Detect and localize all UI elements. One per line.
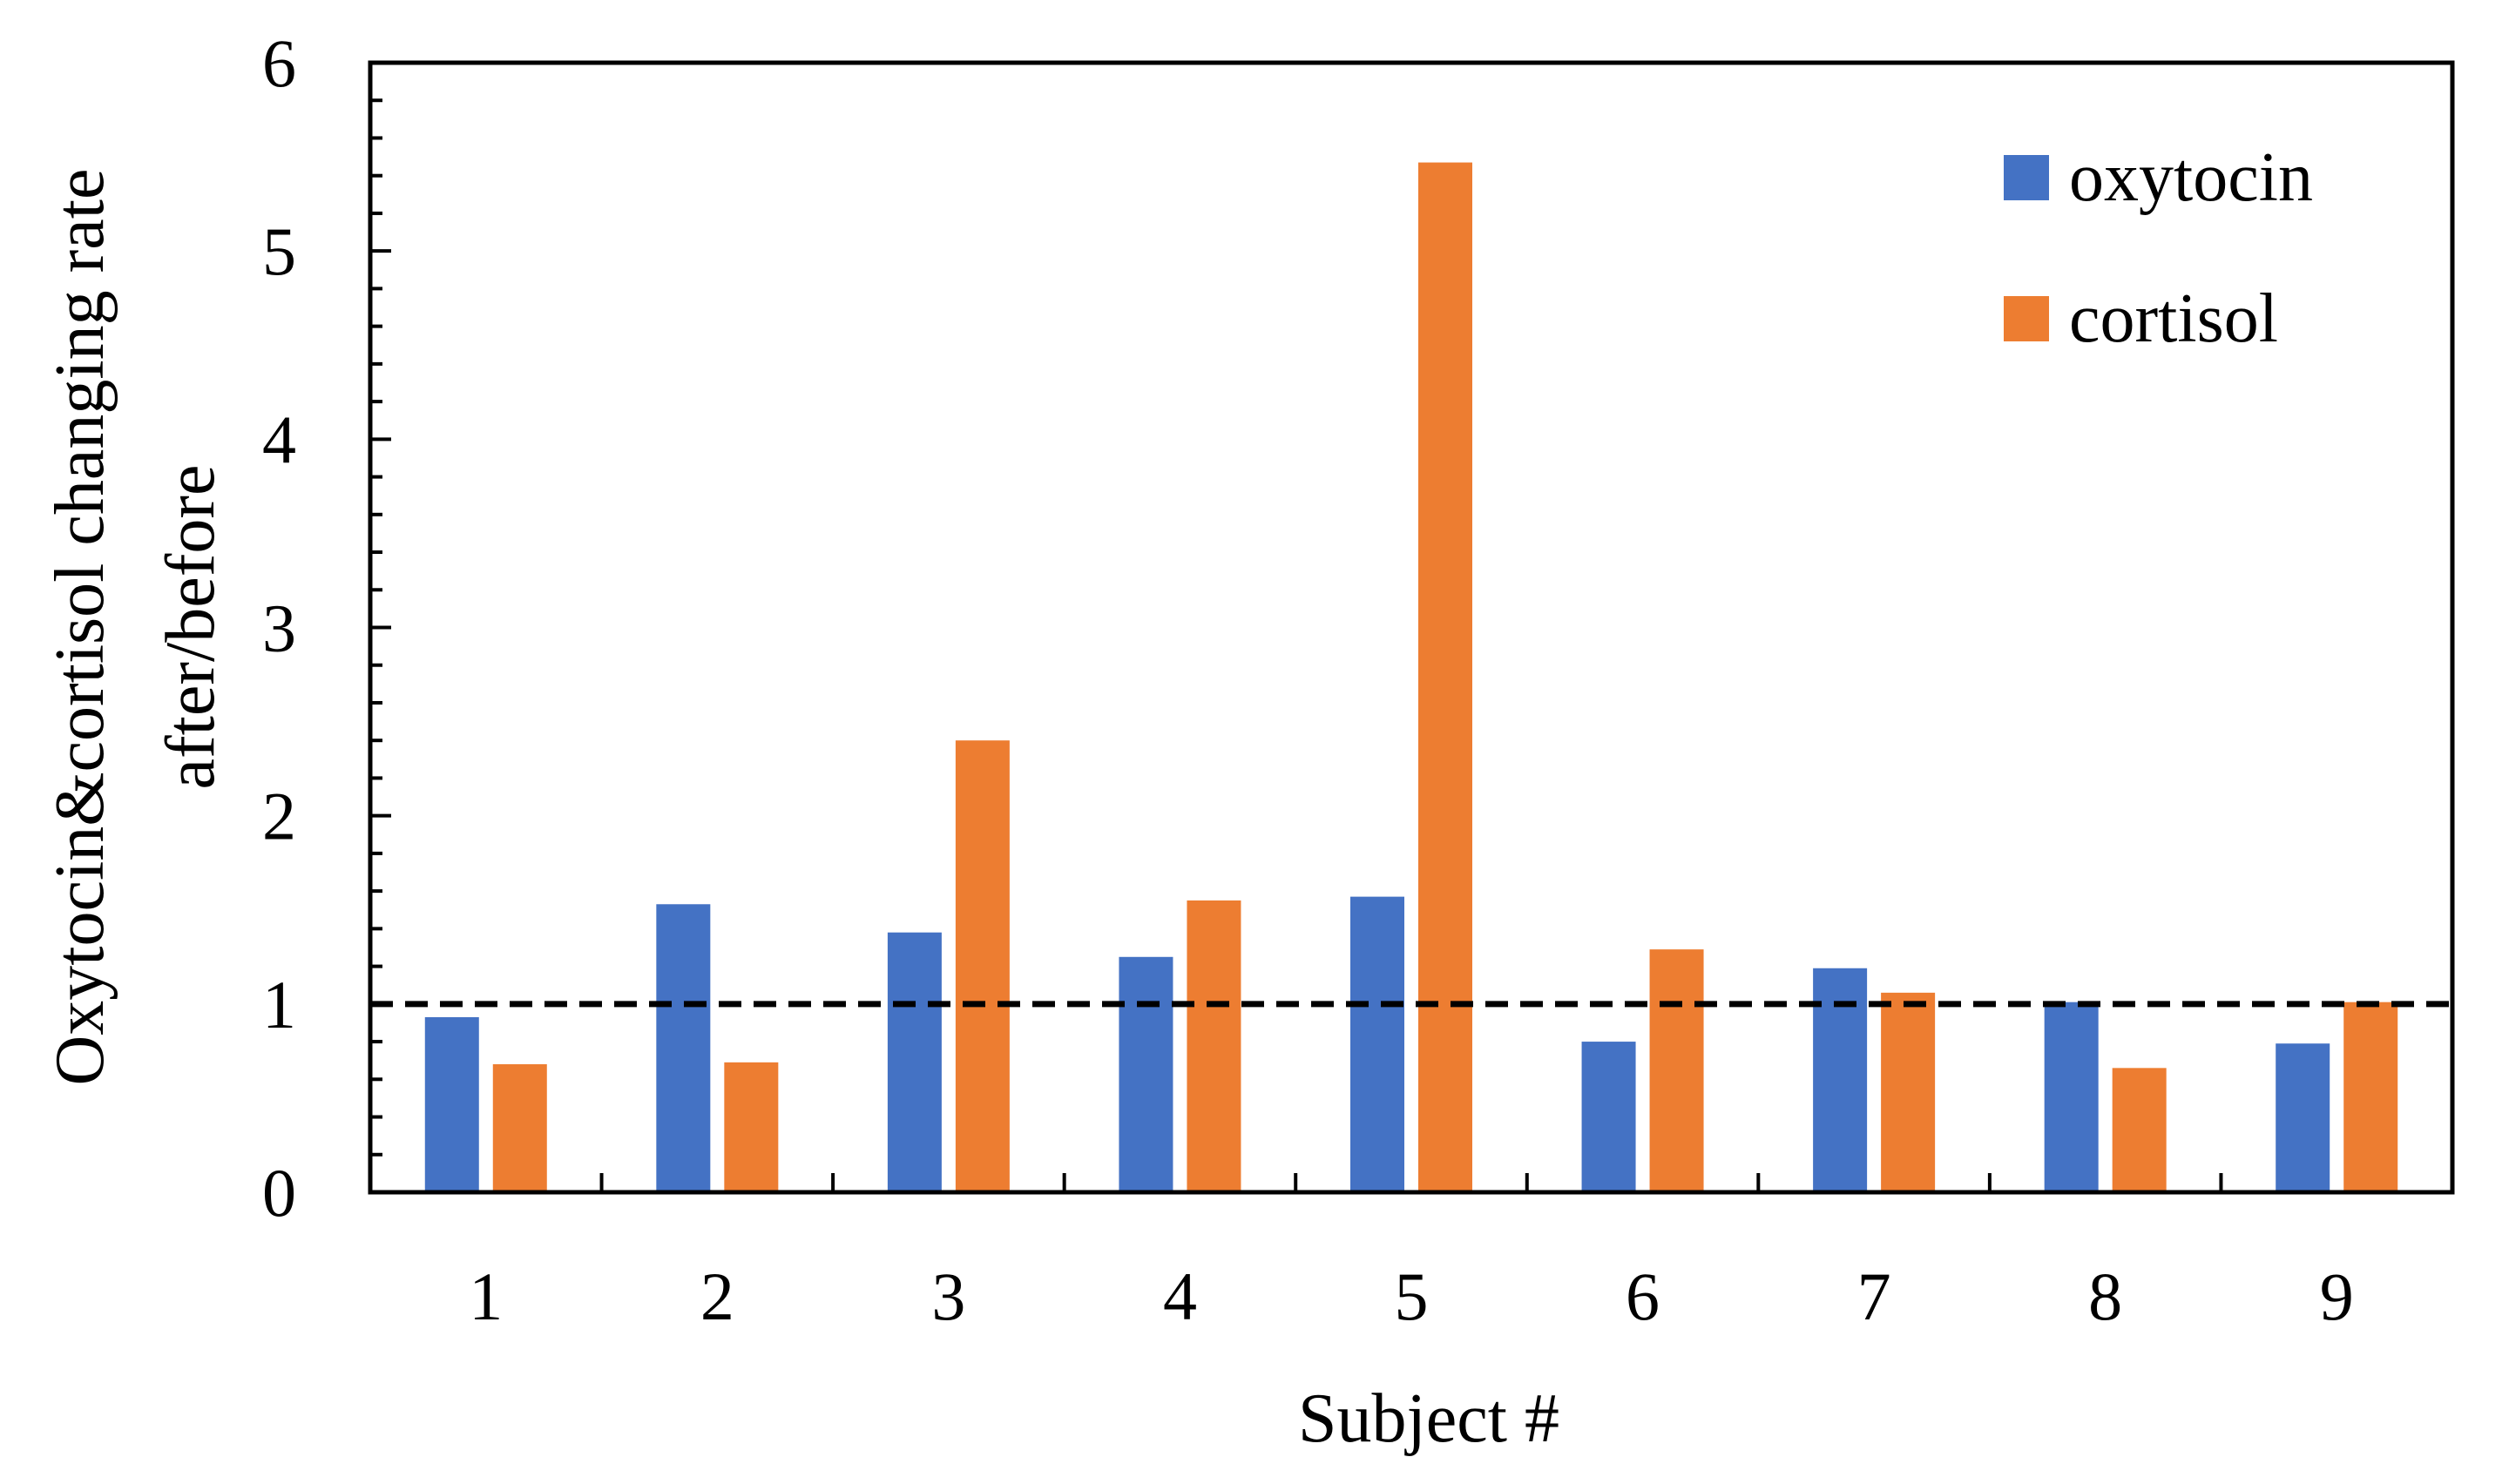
- bar-cortisol-3: [955, 740, 1010, 1192]
- legend-label-oxytocin: oxytocin: [2069, 139, 2313, 216]
- x-tick-label: 7: [1857, 1258, 1891, 1334]
- bar-oxytocin-3: [887, 932, 942, 1192]
- bar-cortisol-5: [1418, 162, 1472, 1192]
- y-tick-label: 5: [262, 213, 296, 289]
- y-tick-label: 1: [262, 967, 296, 1042]
- x-tick-label: 4: [1163, 1258, 1197, 1334]
- x-tick-label: 1: [469, 1258, 503, 1334]
- y-tick-label: 6: [262, 25, 296, 101]
- bar-oxytocin-1: [424, 1016, 479, 1192]
- x-tick-label: 5: [1395, 1258, 1429, 1334]
- y-axis-title-line-2: after/before: [152, 464, 229, 789]
- bar-oxytocin-8: [2044, 1002, 2099, 1192]
- x-tick-label: 2: [700, 1258, 734, 1334]
- y-tick-label: 2: [262, 779, 296, 854]
- legend-swatch-oxytocin: [2004, 155, 2049, 200]
- bar-cortisol-1: [492, 1064, 547, 1192]
- bar-oxytocin-9: [2276, 1043, 2330, 1192]
- y-tick-label: 4: [262, 401, 296, 477]
- bar-cortisol-8: [2112, 1068, 2167, 1192]
- x-tick-label: 6: [1626, 1258, 1660, 1334]
- bars-layer: [424, 162, 2398, 1192]
- x-tick-label: 3: [931, 1258, 965, 1334]
- bar-cortisol-2: [724, 1062, 779, 1192]
- bar-oxytocin-2: [656, 904, 711, 1192]
- x-axis-ticks: 1 2 3 4 5 6 7 8 9: [469, 1173, 2354, 1334]
- y-tick-label: 3: [262, 590, 296, 666]
- bar-cortisol-4: [1187, 900, 1241, 1192]
- y-axis-ticks: 0 1 2 3 4 5 6: [262, 25, 391, 1231]
- bar-cortisol-7: [1881, 992, 1936, 1192]
- x-axis-title: Subject #: [1298, 1380, 1559, 1457]
- legend: oxytocin cortisol: [2004, 139, 2313, 357]
- bar-oxytocin-6: [1581, 1042, 1636, 1192]
- bar-oxytocin-5: [1350, 896, 1404, 1192]
- x-tick-label: 8: [2088, 1258, 2122, 1334]
- y-tick-label: 0: [262, 1155, 296, 1231]
- bar-cortisol-6: [1649, 949, 1704, 1192]
- legend-label-cortisol: cortisol: [2069, 280, 2278, 357]
- bar-oxytocin-4: [1119, 956, 1173, 1192]
- bar-cortisol-9: [2343, 1002, 2398, 1192]
- legend-swatch-cortisol: [2004, 296, 2049, 341]
- x-tick-label: 9: [2320, 1258, 2354, 1334]
- y-axis-title-line-1: Oxytocin&cortisol changing rate: [42, 168, 118, 1085]
